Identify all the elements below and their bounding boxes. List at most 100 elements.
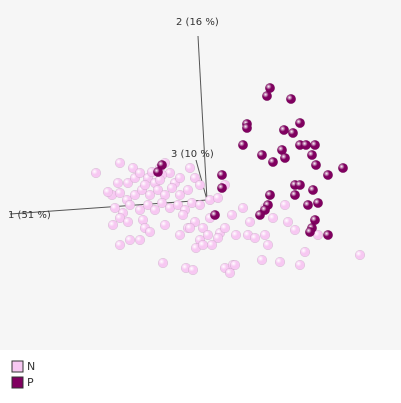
point — [278, 124, 290, 136]
point — [174, 229, 186, 241]
point — [322, 169, 334, 181]
point — [224, 267, 236, 279]
point — [90, 167, 102, 179]
point — [294, 259, 306, 271]
point — [157, 257, 169, 269]
point — [134, 234, 146, 246]
point — [156, 197, 168, 209]
point — [144, 226, 156, 238]
point — [241, 122, 253, 134]
axis-label: 2 (16 %) — [176, 17, 219, 28]
point — [279, 199, 291, 211]
axis-label: 1 (51 %) — [8, 210, 51, 221]
point — [142, 199, 154, 211]
point — [152, 184, 164, 196]
point — [107, 219, 119, 231]
point — [230, 229, 242, 241]
point — [306, 149, 318, 161]
point — [274, 256, 286, 268]
legend-label: N — [27, 360, 35, 373]
point — [206, 239, 218, 251]
point — [172, 199, 184, 211]
point — [307, 184, 319, 196]
axis-3 — [195, 159, 208, 201]
point — [139, 179, 151, 191]
point — [202, 229, 214, 241]
point — [152, 166, 164, 178]
point — [262, 239, 274, 251]
point — [197, 239, 209, 251]
point — [102, 186, 114, 198]
axis-label: 3 (10 %) — [171, 149, 214, 160]
point — [310, 159, 322, 171]
legend-swatch — [11, 376, 24, 389]
point — [212, 232, 224, 244]
point — [114, 187, 126, 199]
point — [300, 139, 312, 151]
point — [114, 157, 126, 169]
point — [124, 199, 136, 211]
point — [189, 172, 201, 184]
point — [259, 229, 271, 241]
point — [337, 162, 349, 174]
point — [184, 162, 196, 174]
point — [184, 222, 196, 234]
point — [194, 199, 206, 211]
point — [254, 209, 266, 221]
point — [134, 204, 146, 216]
point — [282, 216, 294, 228]
point — [177, 209, 189, 221]
point — [256, 149, 268, 161]
point — [294, 179, 306, 191]
axis-2 — [197, 35, 208, 201]
point — [267, 156, 279, 168]
legend-swatch — [11, 360, 24, 373]
point — [219, 222, 231, 234]
point — [244, 216, 256, 228]
point — [114, 212, 126, 224]
point — [216, 169, 228, 181]
point — [159, 219, 171, 231]
point — [122, 216, 134, 228]
point — [264, 189, 276, 201]
point — [166, 182, 178, 194]
point — [127, 162, 139, 174]
point — [279, 152, 291, 164]
point — [144, 189, 156, 201]
point — [237, 202, 249, 214]
point — [212, 192, 224, 204]
point — [289, 189, 301, 201]
point — [287, 127, 299, 139]
legend: NP — [11, 360, 35, 389]
point — [309, 139, 321, 151]
point — [304, 226, 316, 238]
point — [299, 246, 311, 258]
point — [149, 204, 161, 216]
point — [216, 182, 228, 194]
point — [124, 234, 136, 246]
points — [90, 82, 366, 279]
point — [302, 199, 314, 211]
point — [187, 264, 199, 276]
point — [285, 93, 297, 105]
point — [194, 179, 206, 191]
point — [267, 212, 279, 224]
point — [209, 209, 221, 221]
point — [109, 202, 121, 214]
point — [226, 209, 238, 221]
point — [354, 249, 366, 261]
point — [256, 254, 268, 266]
point — [134, 167, 146, 179]
point — [261, 90, 273, 102]
point — [312, 197, 324, 209]
point — [129, 189, 141, 201]
point — [249, 232, 261, 244]
point — [237, 139, 249, 151]
point — [289, 224, 301, 236]
point — [122, 177, 134, 189]
legend-label: P — [27, 376, 34, 389]
point — [197, 222, 209, 234]
point — [174, 189, 186, 201]
point — [182, 184, 194, 196]
